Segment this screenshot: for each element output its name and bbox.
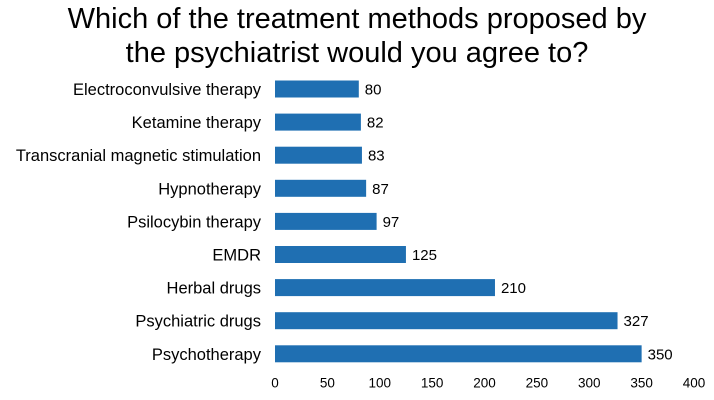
bar: [275, 113, 361, 131]
x-tick-label: 300: [578, 375, 601, 390]
category-label: Psychiatric drugs: [135, 313, 261, 331]
bar: [275, 279, 495, 297]
category-label: Psychotherapy: [152, 346, 262, 364]
data-label: 83: [368, 148, 385, 165]
x-tick-label: 50: [320, 375, 335, 390]
data-label: 327: [624, 313, 649, 330]
bar: [275, 179, 367, 197]
category-label: EMDR: [212, 247, 261, 265]
x-tick-label: 150: [421, 375, 444, 390]
data-label: 210: [501, 280, 526, 297]
bar: [275, 246, 406, 263]
data-label: 87: [372, 181, 389, 198]
data-label: 80: [365, 82, 382, 99]
category-label: Electroconvulsive therapy: [73, 81, 262, 99]
chart-title-line-2: the psychiatrist would you agree to?: [126, 37, 589, 69]
bar: [275, 146, 362, 164]
bar: [275, 345, 642, 363]
x-axis: 0 50 100 150 200 250 300 350 400: [271, 375, 705, 390]
data-label: 125: [412, 247, 437, 264]
category-label: Herbal drugs: [167, 280, 261, 298]
chart-title-line-1: Which of the treatment methods proposed …: [68, 3, 647, 35]
category-label: Hypnotherapy: [158, 180, 261, 198]
x-tick-label: 100: [368, 375, 391, 390]
x-tick-label: 400: [683, 375, 706, 390]
x-tick-label: 0: [271, 375, 279, 390]
data-label: 82: [367, 115, 384, 132]
x-tick-label: 350: [630, 375, 653, 390]
bar: [275, 212, 377, 230]
x-tick-label: 200: [473, 375, 496, 390]
category-label: Ketamine therapy: [132, 114, 262, 132]
data-label: 97: [383, 214, 400, 231]
bars-layer: Electroconvulsive therapy 80 Ketamine ther…: [16, 80, 673, 364]
bar: [275, 80, 359, 98]
data-label: 350: [648, 346, 673, 363]
x-tick-label: 250: [526, 375, 549, 390]
category-label: Psilocybin therapy: [127, 213, 262, 231]
bar: [275, 312, 618, 330]
category-label: Transcranial magnetic stimulation: [16, 147, 261, 165]
